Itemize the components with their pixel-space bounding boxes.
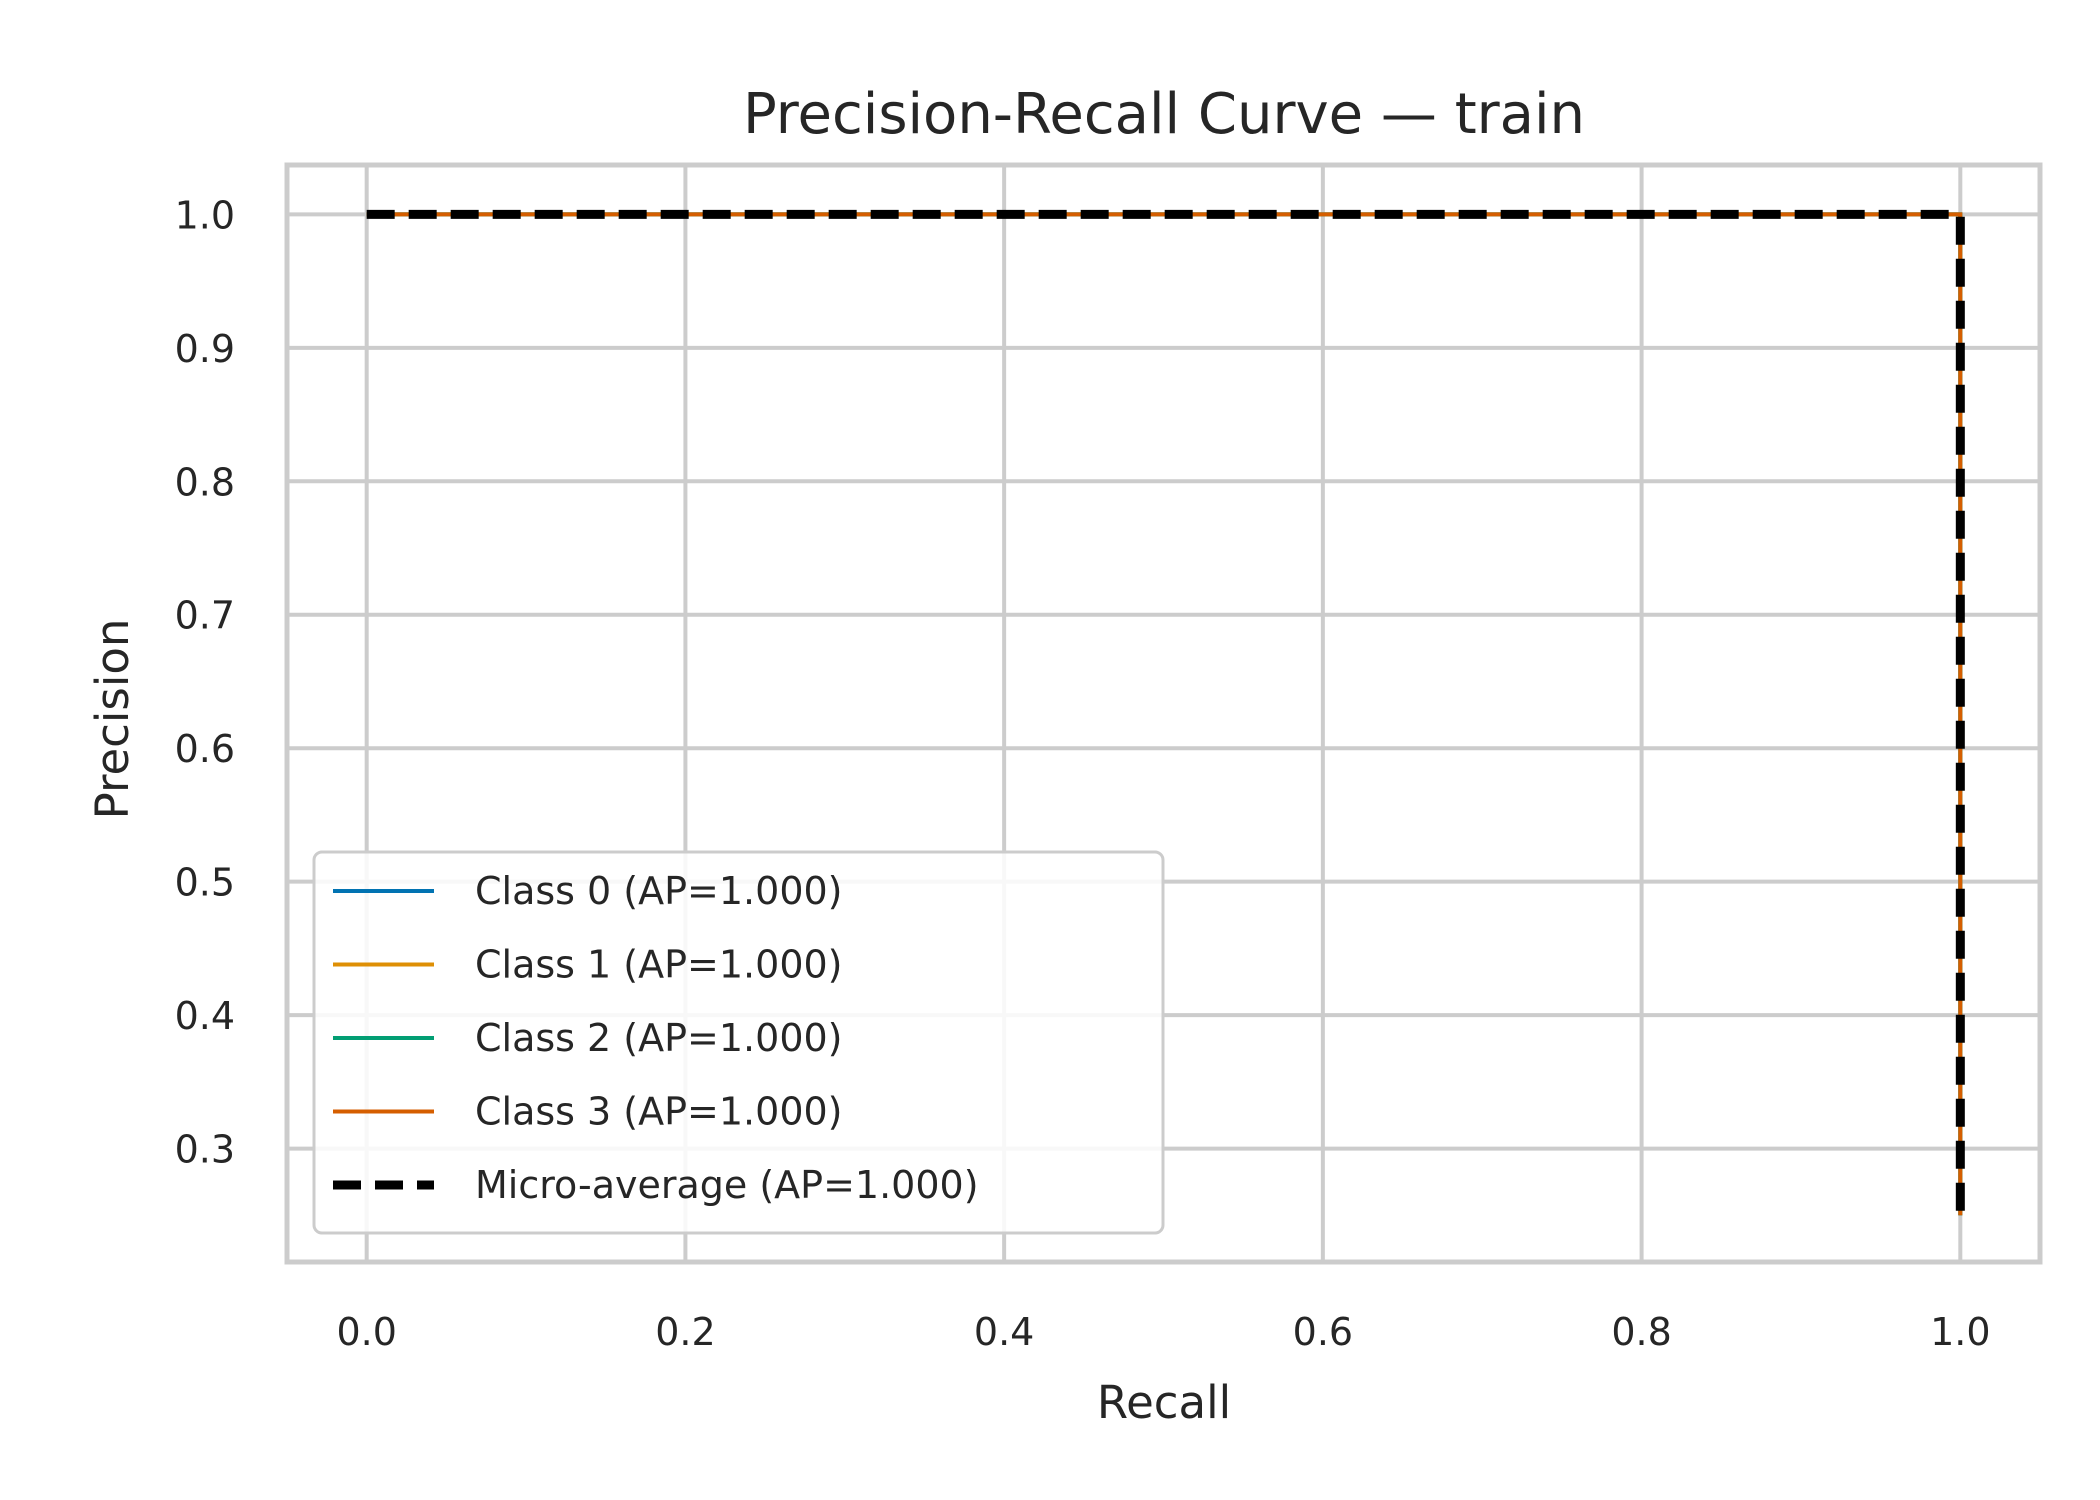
- tick-labels: 0.0 0.2 0.4 0.6 0.8 1.0 0.3 0.4 0.5 0.6 0.7 0.8 0.9 1…: [175, 193, 1991, 1354]
- y-tick-label: 0.4: [175, 994, 235, 1038]
- y-tick-label: 0.3: [175, 1128, 235, 1172]
- legend-entries: Class 0 (AP=1.000) Class 1 (AP=1.000) Clas…: [333, 869, 979, 1207]
- legend-label-2: Class 2 (AP=1.000): [475, 1016, 843, 1060]
- legend-label-3: Class 3 (AP=1.000): [475, 1090, 843, 1134]
- plot-series: [366, 209, 1965, 1216]
- legend-box: [312, 850, 1165, 1235]
- y-tick-label: 1.0: [175, 193, 235, 237]
- x-tick-label: 0.6: [1293, 1310, 1353, 1354]
- x-tick-label: 1.0: [1930, 1310, 1990, 1354]
- x-axis-label: Recall: [1097, 1376, 1231, 1429]
- y-tick-label: 0.5: [175, 861, 235, 905]
- x-tick-label: 0.0: [336, 1310, 396, 1354]
- x-tick-label: 0.4: [974, 1310, 1034, 1354]
- chart-title: Precision-Recall Curve — train: [743, 82, 1585, 147]
- x-tick-label: 0.8: [1611, 1310, 1671, 1354]
- legend-label-1: Class 1 (AP=1.000): [475, 943, 843, 987]
- legend-label-0: Class 0 (AP=1.000): [475, 869, 843, 913]
- y-tick-label: 0.9: [175, 327, 235, 371]
- series-line-4: [366, 209, 1965, 1216]
- y-tick-label: 0.8: [175, 460, 235, 504]
- x-tick-label: 0.2: [655, 1310, 715, 1354]
- legend-label-4: Micro-average (AP=1.000): [475, 1163, 979, 1207]
- y-tick-label: 0.6: [175, 727, 235, 771]
- legend: Class 0 (AP=1.000) Class 1 (AP=1.000) Clas…: [312, 850, 1165, 1235]
- y-tick-label: 0.7: [175, 594, 235, 638]
- plot-frame: [284, 162, 2043, 1265]
- y-axis-label: Precision: [86, 619, 139, 820]
